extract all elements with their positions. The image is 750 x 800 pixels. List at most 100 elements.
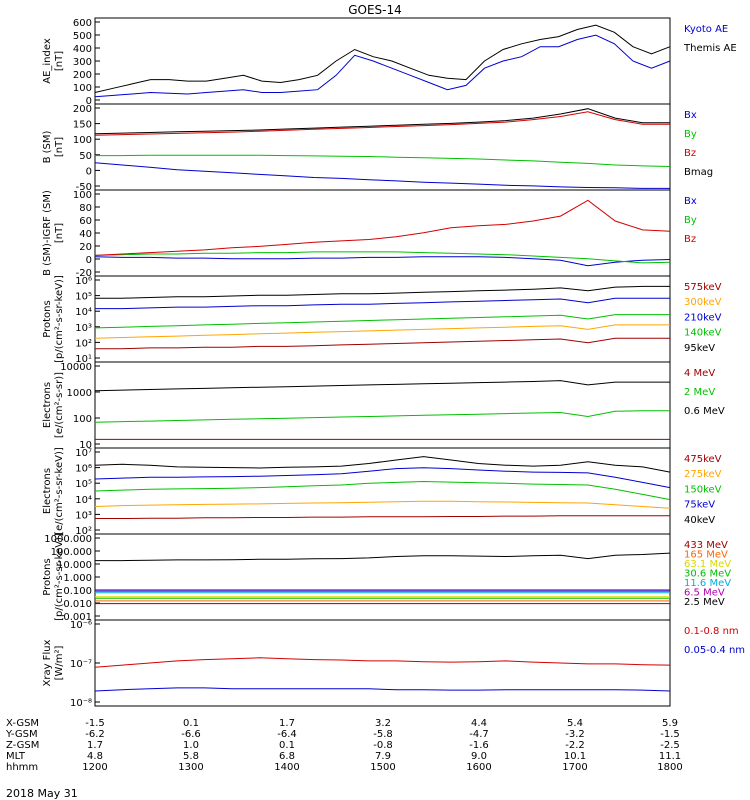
series-line	[94, 657, 671, 668]
panel-8: 10⁻⁶ 10⁻⁷ 10⁻⁸ Xray Flux [W/m²] 0.1-0.8 nm 0.0…	[42, 619, 745, 709]
legend-label: Bz	[684, 234, 696, 245]
panel-2: 200 150 100 50 0 -50 B (SM) [nT] Bx By Bz Bmag	[42, 103, 713, 193]
y-tick-label: 20	[79, 242, 92, 253]
legend-label: 95keV	[684, 343, 715, 354]
legend-label: 140keV	[684, 328, 722, 339]
y-axis-label: [p/(cm²-s-sr-keV)]	[54, 275, 65, 363]
legend-label: 475keV	[684, 454, 722, 465]
y-tick-label: 0.010	[63, 599, 92, 610]
x-axis-value: 10.1	[564, 751, 586, 762]
x-axis-value: -3.2	[565, 729, 585, 740]
x-axis-value: 1700	[562, 762, 587, 773]
legend-label: 210keV	[684, 312, 722, 323]
legend-label: 2.5 MeV	[684, 597, 725, 608]
y-tick-label: 10	[79, 440, 92, 451]
panel-7: 1000.000 100.000 10.000 1.000 0.100 0.010 0.00…	[42, 533, 731, 623]
x-axis-value: 3.2	[375, 718, 391, 729]
series-line	[94, 251, 671, 264]
y-tick-label: 150	[73, 120, 92, 131]
y-axis-label: B (SM)	[42, 130, 53, 163]
x-axis-value: 1.7	[87, 740, 103, 751]
y-tick-label: 10⁶	[75, 464, 92, 475]
series-line	[95, 297, 670, 310]
panel-frame	[94, 619, 671, 707]
panel-6: 10⁷ 10⁶ 10⁵ 10⁴ 10³ 10² Electrons [e/(cm²-s-sr-…	[42, 447, 722, 537]
y-tick-label: 10.000	[57, 560, 92, 571]
panel-frame	[94, 447, 671, 535]
y-tick-label: 100	[73, 83, 92, 94]
legend-label: 0.6 MeV	[684, 406, 725, 417]
series-line	[95, 154, 671, 167]
panel-frame	[94, 103, 671, 191]
y-tick-label: 1000.000	[44, 534, 92, 545]
y-tick-label: -20	[76, 268, 92, 279]
y-axis-label: Xray Flux	[42, 639, 53, 686]
x-axis-value: 5.9	[662, 718, 678, 729]
y-tick-label: 50	[79, 151, 92, 162]
x-axis-value: 11.1	[659, 751, 681, 762]
y-tick-label: 10²	[75, 526, 92, 537]
x-axis-row-label: Z-GSM	[6, 740, 39, 751]
y-tick-label: 400	[73, 44, 92, 55]
date-label: 2018 May 31	[6, 787, 78, 800]
series-line	[95, 285, 670, 299]
x-axis-value: -5.8	[373, 729, 393, 740]
x-axis-value: 1.7	[279, 718, 295, 729]
y-tick-label: 10²	[75, 338, 92, 349]
x-axis-table: X-GSM -1.5 0.1 1.7 3.2 4.4 5.4 5.9 Y-GSM -6.2 -6.6…	[5, 718, 683, 773]
y-axis-label: Protons	[42, 300, 53, 337]
panel-4: 10⁶ 10⁵ 10⁴ 10³ 10² 10¹ Protons [p/(cm²-s-sr-ke…	[42, 275, 722, 365]
y-tick-label: 300	[73, 57, 92, 68]
x-axis-value: 4.4	[471, 718, 487, 729]
panel-frame	[94, 17, 671, 105]
y-tick-label: 10000	[60, 362, 92, 373]
x-axis-row-label: MLT	[6, 751, 26, 762]
y-tick-label: 0.001	[63, 612, 92, 623]
y-tick-label: 1000	[67, 388, 92, 399]
panel-frame	[94, 533, 671, 621]
x-axis-value: 1500	[370, 762, 395, 773]
legend-label: 2 MeV	[684, 387, 715, 398]
y-tick-label: 100	[73, 190, 92, 201]
legend-label: By	[684, 129, 697, 140]
legend-label: 11.6 MeV	[684, 578, 731, 589]
x-axis-value: 1600	[466, 762, 491, 773]
chart-title: GOES-14	[348, 3, 402, 17]
series-line	[94, 24, 671, 93]
y-axis-label: Protons	[42, 558, 53, 595]
y-tick-label: 10⁶	[75, 276, 92, 287]
series-line	[94, 108, 670, 135]
y-axis-label: [e/(cm²-s-sr-keV)]	[54, 447, 65, 535]
x-axis-value: -0.8	[373, 740, 393, 751]
y-tick-label: 10⁷	[75, 448, 92, 459]
x-axis-value: 7.9	[375, 751, 391, 762]
x-axis-value: -1.6	[469, 740, 489, 751]
y-axis-label: [e/(cm²-s-sr)]	[54, 372, 65, 438]
series-line	[94, 456, 671, 473]
x-axis-value: -4.7	[469, 729, 489, 740]
series-line	[94, 500, 671, 509]
y-tick-label: 0	[86, 166, 92, 177]
y-tick-label: 600	[73, 18, 92, 29]
y-axis-label: Electrons	[42, 468, 53, 514]
y-tick-label: 10¹	[75, 354, 92, 365]
legend-label: 0.1-0.8 nm	[684, 626, 739, 637]
y-tick-label: 100.000	[51, 547, 92, 558]
series-line	[95, 515, 670, 519]
y-tick-label: 10⁻⁸	[70, 698, 92, 709]
y-axis-label: B (SM)-IGRF (SM)	[42, 190, 53, 276]
legend-label: By	[684, 215, 697, 226]
panel-frame	[94, 275, 671, 363]
x-axis-value: -1.5	[85, 718, 105, 729]
legend-label: 165 MeV	[684, 550, 728, 561]
series-line	[94, 111, 670, 136]
y-axis-label: AE_index	[42, 38, 53, 84]
series-line	[94, 467, 671, 489]
y-axis-label: [nT]	[54, 51, 65, 71]
y-tick-label: 10³	[75, 510, 92, 521]
series-line	[94, 34, 671, 98]
series-line	[94, 380, 670, 392]
y-axis-label: [W/m²]	[54, 645, 65, 680]
